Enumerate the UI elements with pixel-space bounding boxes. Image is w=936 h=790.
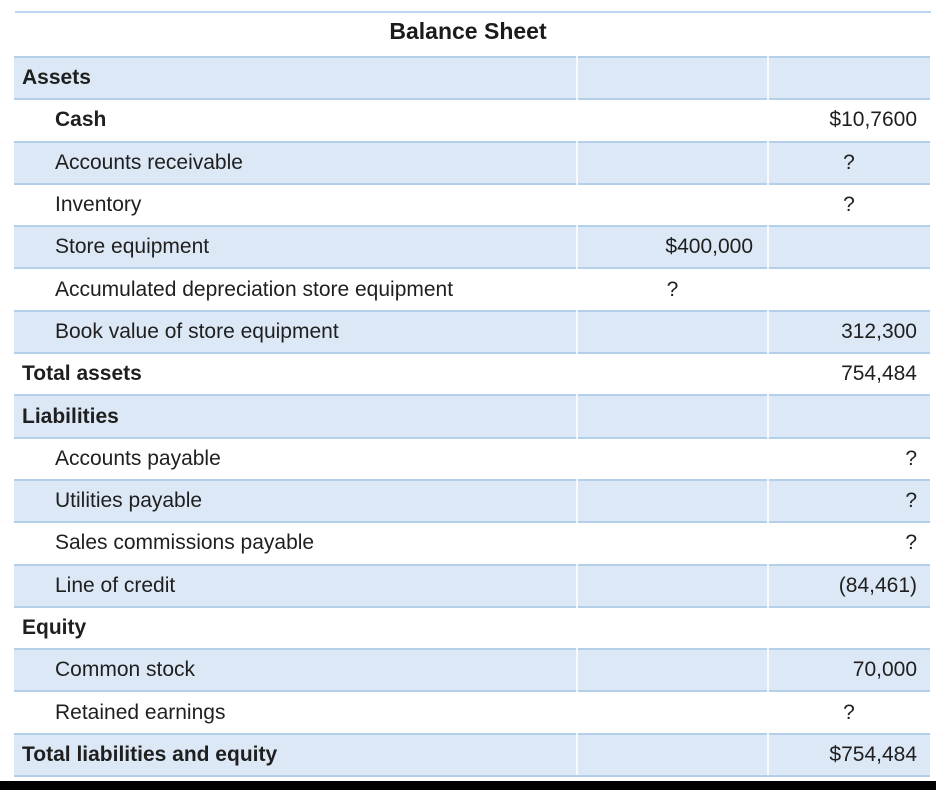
row-amount: ?: [905, 531, 917, 555]
row-label: Total liabilities and equity: [22, 742, 278, 766]
row-label: Assets: [22, 66, 91, 90]
row-label: Utilities payable: [55, 489, 203, 513]
row-amount: $10,7600: [829, 108, 917, 132]
row-amount: ?: [843, 150, 855, 174]
row-label: Total assets: [22, 362, 142, 386]
table-row-store-equipment: Store equipment $400,000: [14, 225, 930, 268]
row-amount: ?: [905, 489, 917, 513]
bottom-rule: [0, 781, 936, 790]
row-amount: ?: [905, 446, 917, 470]
table-row-line-of-credit: Line of credit (84,461): [14, 563, 930, 606]
row-label: Inventory: [55, 193, 142, 217]
table-row-accounts-receivable: Accounts receivable ?: [14, 140, 930, 183]
row-label: Book value of store equipment: [55, 319, 339, 343]
row-middle-value: ?: [666, 277, 679, 301]
table-row-book-value-store-equipment: Book value of store equipment 312,300: [14, 309, 930, 353]
table-row-sales-commissions-payable: Sales commissions payable ?: [14, 521, 930, 564]
table-row-utilities-payable: Utilities payable ?: [14, 478, 930, 522]
row-label: Line of credit: [55, 573, 176, 597]
row-amount: 312,300: [841, 319, 917, 343]
row-amount: 754,484: [841, 362, 917, 386]
row-amount: (84,461): [838, 573, 917, 597]
row-amount: ?: [843, 700, 855, 724]
row-label: Sales commissions payable: [55, 531, 315, 555]
table-row-liabilities-header: Liabilities: [14, 394, 930, 437]
table-row-cash: Cash $10,7600: [14, 98, 930, 141]
row-label: Equity: [22, 616, 87, 639]
row-label: Common stock: [55, 658, 196, 682]
table-row-accumulated-depreciation: Accumulated depreciation store equipment…: [14, 267, 930, 310]
table-row-total-liabilities-and-equity: Total liabilities and equity $754,484: [14, 732, 930, 776]
row-amount: $754,484: [829, 742, 917, 766]
table-row-common-stock: Common stock 70,000: [14, 648, 930, 691]
table-row-assets-header: Assets: [14, 56, 930, 99]
row-label: Liabilities: [22, 404, 119, 428]
row-label: Retained earnings: [55, 700, 226, 724]
row-amount: 70,000: [852, 658, 917, 682]
table-row-inventory: Inventory ?: [14, 182, 930, 226]
table-row-accounts-payable: Accounts payable ?: [14, 436, 930, 479]
row-label: Accounts payable: [55, 446, 221, 470]
row-label: Accumulated depreciation store equipment: [55, 277, 454, 301]
table-row-retained-earnings: Retained earnings ?: [14, 690, 930, 733]
row-label: Accounts receivable: [55, 150, 243, 174]
row-label: Store equipment: [55, 235, 210, 259]
table-row-total-assets: Total assets 754,484: [14, 352, 930, 395]
row-amount: ?: [843, 193, 855, 217]
top-rule: [15, 11, 931, 13]
balance-sheet-table: Assets Cash $10,7600 Accounts receivable…: [14, 56, 930, 778]
table-row-equity-header: Equity: [14, 605, 930, 649]
row-middle-value: $400,000: [665, 235, 753, 259]
row-label: Cash: [55, 108, 107, 132]
page-title: Balance Sheet: [389, 18, 547, 44]
